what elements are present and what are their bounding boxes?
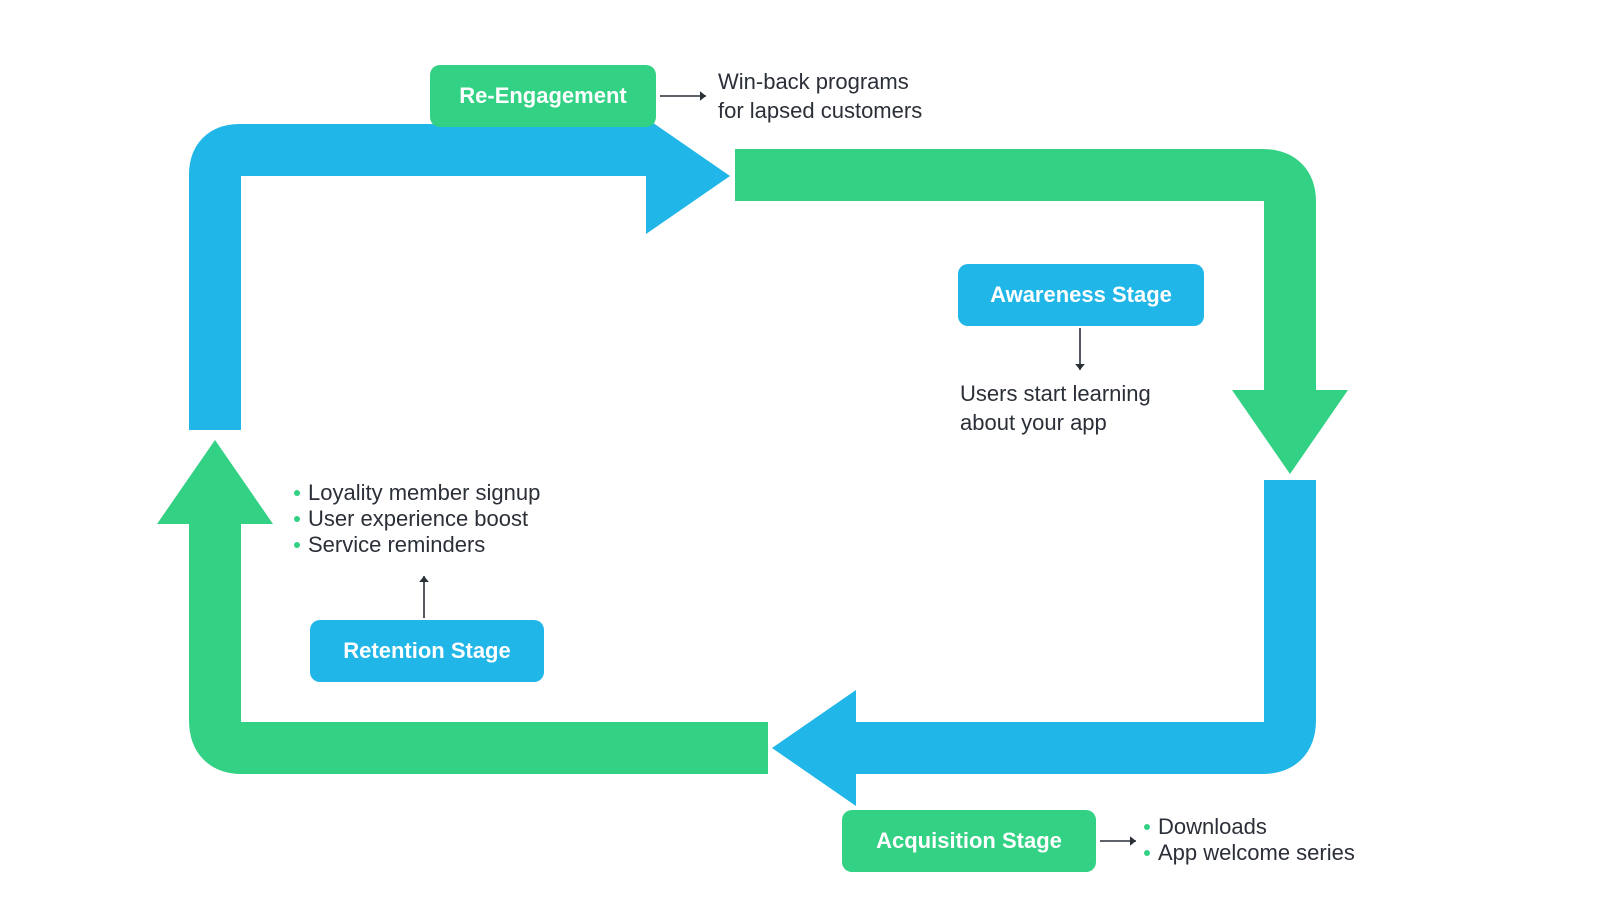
segment-top-left-blue: [215, 150, 646, 430]
connector-head-c-reeng: [700, 91, 706, 101]
bullets-retention-bullets: Loyality member signupUser experience bo…: [294, 480, 540, 558]
bullet-text: Loyality member signup: [308, 480, 540, 506]
badge-label-re-engagement: Re-Engagement: [459, 83, 626, 109]
bullet-text: Downloads: [1158, 814, 1267, 840]
bullet-text: User experience boost: [308, 506, 528, 532]
desc-line: Win-back programs: [718, 68, 922, 97]
arrowhead-top-left-blue: [646, 118, 730, 234]
bullet-dot-icon: [294, 516, 300, 522]
badge-re-engagement: Re-Engagement: [430, 65, 656, 127]
bullet-dot-icon: [294, 490, 300, 496]
arrowhead-right-bottom-blue: [772, 690, 856, 806]
bullet-item: Service reminders: [294, 532, 540, 558]
bullet-item: User experience boost: [294, 506, 540, 532]
lifecycle-diagram: Re-Engagement Awareness Stage Acquisition …: [0, 0, 1600, 900]
arrowhead-top-right-green: [1232, 390, 1348, 474]
bullet-dot-icon: [1144, 850, 1150, 856]
connector-head-c-ret: [419, 576, 429, 582]
segment-right-bottom-blue: [856, 480, 1290, 748]
arrowhead-bottom-left-green: [157, 440, 273, 524]
desc-awareness-desc: Users start learningabout your app: [960, 380, 1151, 437]
bullets-acquisition-bullets: DownloadsApp welcome series: [1144, 814, 1355, 866]
badge-label-acquisition: Acquisition Stage: [876, 828, 1062, 854]
flow-arrows: [0, 0, 1600, 900]
badge-awareness: Awareness Stage: [958, 264, 1204, 326]
bullet-item: App welcome series: [1144, 840, 1355, 866]
connector-head-c-acq: [1130, 836, 1136, 846]
desc-line: for lapsed customers: [718, 97, 922, 126]
badge-label-retention: Retention Stage: [343, 638, 510, 664]
badge-retention: Retention Stage: [310, 620, 544, 682]
bullet-item: Downloads: [1144, 814, 1355, 840]
bullet-item: Loyality member signup: [294, 480, 540, 506]
bullet-dot-icon: [1144, 824, 1150, 830]
connector-head-c-aware: [1075, 364, 1085, 370]
desc-line: Users start learning: [960, 380, 1151, 409]
badge-label-awareness: Awareness Stage: [990, 282, 1172, 308]
bullet-dot-icon: [294, 542, 300, 548]
bullet-text: App welcome series: [1158, 840, 1355, 866]
badge-acquisition: Acquisition Stage: [842, 810, 1096, 872]
bullet-text: Service reminders: [308, 532, 485, 558]
desc-re-engagement-desc: Win-back programsfor lapsed customers: [718, 68, 922, 125]
desc-line: about your app: [960, 409, 1151, 438]
